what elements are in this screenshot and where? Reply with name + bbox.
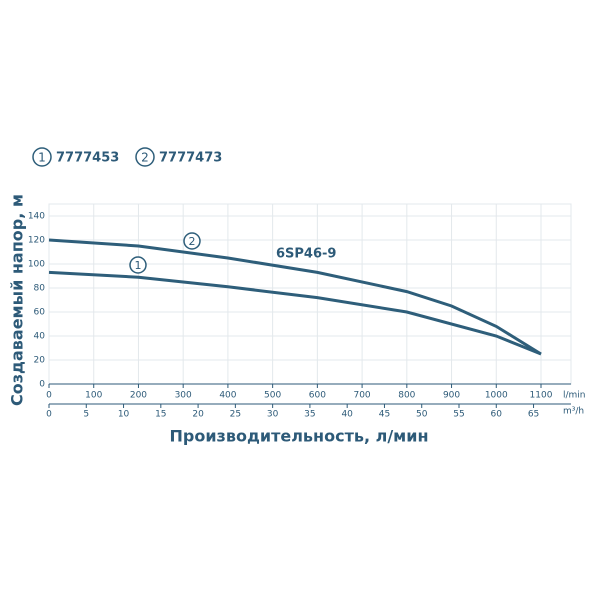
curve: [48, 238, 542, 356]
curve: [48, 270, 542, 356]
y-tick-label: 0: [39, 380, 45, 390]
x-unit: l/min: [563, 391, 586, 401]
x-tick-label: 1100: [530, 391, 553, 401]
y-tick-label: 60: [34, 308, 46, 318]
x2-tick-label: 15: [155, 410, 166, 420]
legend-number: 2: [141, 151, 149, 165]
y-tick-label: 120: [28, 236, 45, 246]
x-tick-label: 800: [398, 391, 415, 401]
legend-circle: [32, 147, 52, 167]
x-tick-label: 0: [46, 391, 52, 401]
x2-unit: m³/h: [563, 407, 584, 417]
x-tick-label: 300: [175, 391, 192, 401]
x-tick-label: 700: [353, 391, 370, 401]
y-tick-label: 80: [34, 284, 46, 294]
x2-tick-label: 30: [267, 410, 279, 420]
legend-label: 7777453: [56, 151, 119, 166]
curve-label-circle: [183, 232, 201, 250]
y-axis-title: Создаваемый напор, м: [8, 194, 27, 406]
x-tick-label: 500: [264, 391, 281, 401]
y-tick-label: 140: [28, 212, 45, 222]
x-axis-title: Производительность, л/мин: [169, 427, 428, 446]
curve-label-circle: [129, 256, 147, 274]
x-tick-label: 100: [85, 391, 102, 401]
y-tick-label: 100: [28, 260, 45, 270]
y-tick-label: 20: [34, 356, 46, 366]
x2-tick-label: 40: [341, 410, 353, 420]
x2-tick-label: 25: [230, 410, 241, 420]
x2-tick-label: 65: [528, 410, 539, 420]
x2-tick-label: 45: [379, 410, 390, 420]
curve-label: 2: [189, 235, 196, 248]
x2-tick-label: 55: [453, 410, 464, 420]
x2-tick-label: 50: [416, 410, 428, 420]
annotation: 6SP46-9: [276, 247, 336, 262]
legend-circle: [135, 147, 155, 167]
x2-tick-label: 5: [83, 410, 89, 420]
x-tick-label: 400: [219, 391, 236, 401]
legend-number: 1: [38, 151, 46, 165]
x2-tick-label: 20: [192, 410, 204, 420]
x-tick-label: 600: [309, 391, 326, 401]
x-tick-label: 1000: [485, 391, 508, 401]
x2-tick-label: 35: [304, 410, 315, 420]
x-tick-label: 900: [443, 391, 460, 401]
y-tick-label: 40: [34, 332, 46, 342]
legend-label: 7777473: [159, 151, 222, 166]
x2-tick-label: 60: [491, 410, 503, 420]
x-tick-label: 200: [130, 391, 147, 401]
x2-tick-label: 10: [118, 410, 130, 420]
x2-tick-label: 0: [46, 410, 52, 420]
curve-label: 1: [135, 259, 142, 272]
